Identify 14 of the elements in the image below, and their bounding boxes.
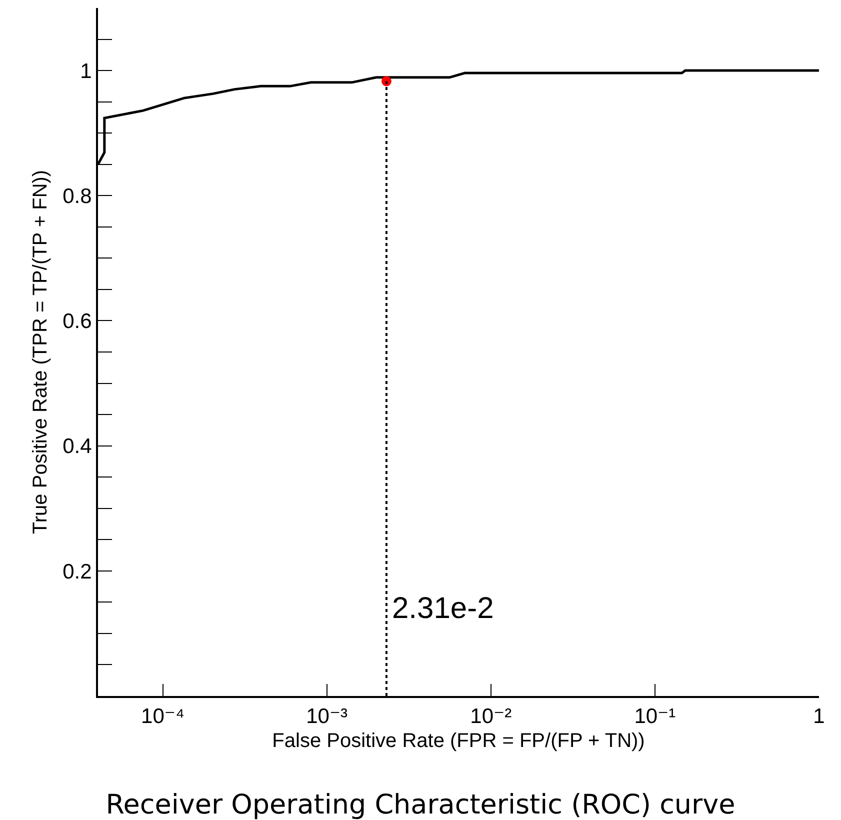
x-tick-label: 10⁻⁴ (141, 705, 184, 728)
ref-line-label: 2.31e-2 (392, 592, 494, 625)
y-tick-label: 1 (80, 60, 92, 83)
x-tick-label: 10⁻¹ (634, 705, 676, 728)
text: Receiver Operating Characteristic (ROC) curve (106, 789, 736, 820)
y-tick-label: 0.2 (62, 560, 92, 584)
y-axis-title: True Positive Rate (TPR = TP/(TP + FN)) (30, 170, 52, 534)
x-tick-label: 10⁻³ (306, 705, 348, 728)
y-tick-label: 0.8 (62, 184, 92, 208)
y-tick-label: 0.6 (62, 310, 92, 334)
x-axis-title: False Positive Rate (FPR = FP/(FP + TN)) (272, 730, 645, 752)
x-tick-label: 10⁻² (470, 705, 512, 728)
y-tick-label: 0.4 (62, 435, 92, 458)
x-tick-label: 1 (813, 705, 825, 728)
